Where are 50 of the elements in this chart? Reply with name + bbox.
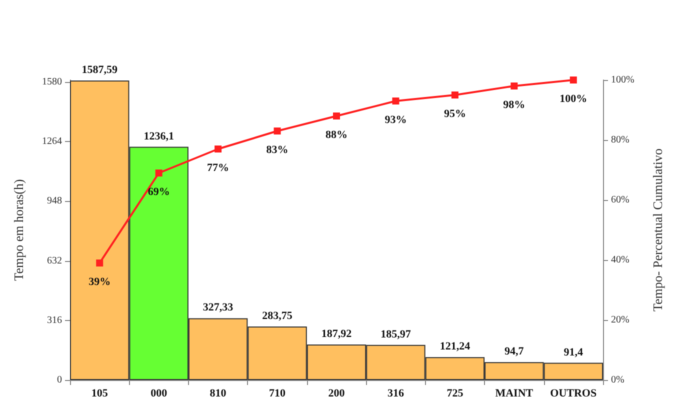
y2-tick-label: 80%: [611, 134, 630, 146]
y-tick-label: 948: [47, 196, 62, 207]
point: [570, 76, 577, 84]
data-label: 100%: [560, 93, 588, 105]
data-label: 1236,1: [144, 130, 174, 142]
x-tick-label: OUTROS: [550, 388, 597, 400]
point: [155, 170, 162, 176]
data-label: 69%: [148, 186, 170, 198]
point: [451, 92, 458, 98]
y2-tick-label: 60%: [611, 194, 630, 206]
point: [214, 146, 222, 152]
x-tick-label: 000: [150, 388, 168, 400]
data-label: 187,92: [321, 328, 352, 340]
point: [274, 128, 281, 134]
data-label: 94,7: [504, 346, 524, 358]
y2-tick-label: 40%: [611, 254, 630, 266]
y-tick-label: 0: [57, 374, 62, 386]
point: [510, 82, 518, 90]
data-label: 283,75: [262, 310, 293, 322]
y2-tick-label: 0%: [611, 374, 624, 386]
x-tick-label: 725: [446, 388, 464, 400]
x-tick-label: 200: [328, 388, 346, 400]
x-tick-label: 105: [91, 388, 108, 400]
data-label: 88%: [326, 129, 348, 141]
data-label: 39%: [88, 276, 111, 288]
data-label: 91,4: [564, 346, 584, 358]
x-tick-label: 710: [269, 388, 286, 400]
y-tick-label: 316: [47, 314, 62, 326]
data-label: 95%: [444, 108, 466, 120]
point: [392, 98, 400, 104]
y-tick-label: 632: [47, 255, 62, 266]
data-label: 93%: [384, 114, 407, 126]
data-label: 185,97: [380, 328, 412, 340]
y2-tick-label: 20%: [611, 314, 630, 326]
x-tick-label: 810: [210, 388, 227, 400]
y2-tick-label: 100%: [611, 74, 634, 86]
x-tick-label: 316: [387, 388, 404, 400]
data-label: 1587,59: [82, 64, 118, 76]
y2-axis-title: Tempo- Percentual Cumulativo: [650, 148, 665, 312]
data-label: 77%: [207, 162, 230, 174]
point: [96, 260, 104, 266]
data-label: 121,24: [440, 340, 471, 353]
y-tick-label: 1264: [42, 136, 62, 148]
data-label: 327,33: [202, 302, 234, 314]
data-label: 83%: [266, 144, 288, 156]
point: [333, 112, 340, 120]
x-tick-label: MAINT: [495, 388, 534, 400]
data-label: 98%: [503, 99, 526, 111]
y-axis-title: Tempo em horas(h): [11, 179, 26, 281]
y-tick-label: 1580: [42, 76, 62, 88]
